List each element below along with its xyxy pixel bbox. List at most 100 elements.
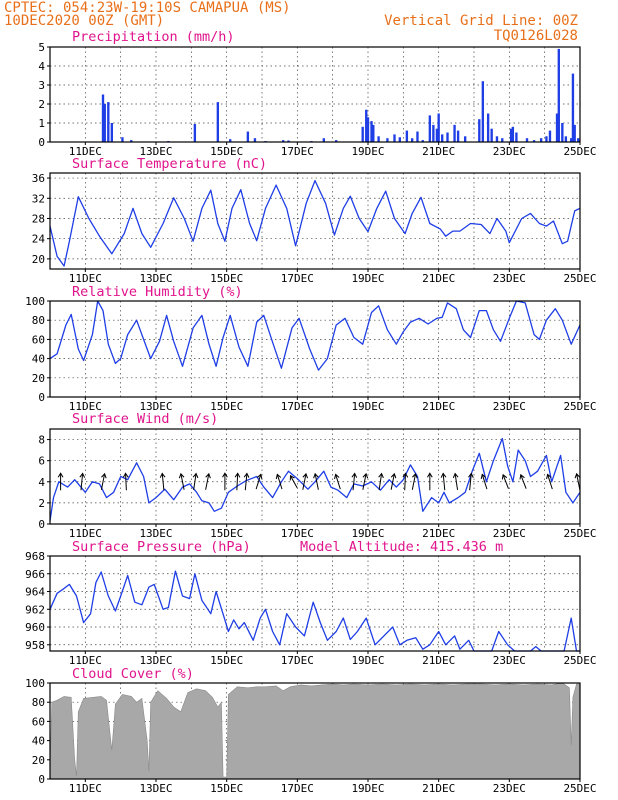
wind-arrow [313, 472, 319, 490]
pressure-xtick-label: 11DEC [69, 654, 102, 667]
pressure-frame [49, 555, 581, 652]
precip-bar [410, 138, 414, 142]
wind-arrow-shaft [290, 475, 298, 489]
wind-arrow [122, 472, 129, 491]
pressure-xtick-label: 21DEC [422, 654, 455, 667]
precip-xtick-label: 25DEC [563, 145, 596, 158]
precip-xtick-label: 13DEC [139, 145, 172, 158]
humidity-xtick-label: 25DEC [563, 400, 596, 413]
precip-bar [370, 121, 373, 142]
temperature-xtick-label: 21DEC [422, 272, 455, 285]
cloud-ytick-label: 20 [32, 754, 45, 767]
wind-arrow-head [302, 472, 309, 479]
wind-ytick-label: 4 [38, 476, 45, 489]
pressure-xtick-label: 19DEC [351, 654, 384, 667]
cloud-ytick-label: 80 [32, 696, 45, 709]
wind-arrow-head [546, 473, 552, 480]
temperature-ytick-label: 32 [32, 192, 45, 205]
pressure-xtick-label: 13DEC [139, 654, 172, 667]
humidity-line [49, 300, 581, 371]
humidity-ytick-label: 0 [38, 391, 45, 404]
cloud-xtick-label: 15DEC [210, 782, 243, 795]
wind-frame [49, 428, 581, 525]
precip-frame [49, 46, 581, 143]
precip-bar [481, 81, 485, 142]
wind-xtick-label: 23DEC [493, 527, 526, 540]
precip-bar [393, 134, 396, 142]
wind-arrow [519, 473, 527, 489]
precip-bar [121, 137, 124, 142]
humidity-ytick-label: 40 [32, 353, 45, 366]
precip-bar [515, 132, 518, 142]
precip-bar [564, 136, 568, 142]
precip-ytick-label: 3 [38, 79, 45, 92]
wind-arrow-shaft [352, 473, 356, 491]
precip-bar [322, 138, 326, 142]
wind-arrow [378, 472, 384, 491]
wind-arrow [334, 473, 341, 490]
humidity-frame [49, 300, 581, 398]
wind-arrow-shaft [481, 474, 488, 490]
pressure-ytick-label: 966 [25, 568, 45, 581]
humidity-ytick-label: 100 [25, 295, 45, 308]
precip-bar [282, 140, 285, 142]
humidity-ytick-label: 80 [32, 314, 45, 327]
wind-arrow [57, 472, 64, 491]
wind-arrow-head [205, 472, 211, 479]
precip-bar [495, 136, 499, 142]
precip-bar [110, 123, 114, 142]
precip-bar [287, 140, 290, 142]
humidity-xtick-label: 13DEC [139, 400, 172, 413]
wind-arrow-head [519, 473, 525, 480]
wind-arrow-head [275, 473, 282, 480]
wind-arrow-head [222, 472, 228, 478]
wind-arrow-shaft [411, 473, 417, 490]
wind-arrow-shaft [276, 474, 283, 490]
wind-arrow-shaft [205, 473, 210, 490]
humidity-xtick-label: 15DEC [210, 400, 243, 413]
wind-arrow-shaft [161, 473, 165, 491]
wind-arrow [302, 472, 309, 490]
humidity-ytick-label: 20 [32, 372, 45, 385]
precip-bar [509, 128, 513, 142]
pressure-line [49, 570, 580, 652]
wind-xtick-label: 21DEC [422, 527, 455, 540]
precip-bar [545, 136, 548, 142]
wind-arrow [351, 472, 358, 491]
wind-arrow-shaft [404, 473, 407, 491]
wind-arrow-shaft [576, 473, 581, 490]
wind-arrow-shaft [520, 474, 527, 489]
precip-bar [569, 138, 573, 142]
precip-bar [525, 138, 529, 142]
precip-bar [361, 126, 364, 142]
temperature-ytick-label: 28 [32, 212, 45, 225]
wind-arrow-shaft [255, 474, 262, 490]
wind-xtick-label: 19DEC [351, 527, 384, 540]
wind-arrow-head [452, 472, 459, 479]
precip-bar [229, 139, 232, 142]
cloud-xtick-label: 17DEC [281, 782, 314, 795]
precip-bar [557, 48, 560, 142]
wind-xtick-label: 11DEC [69, 527, 102, 540]
pressure-xtick-label: 17DEC [281, 654, 314, 667]
wind-arrow [546, 473, 553, 490]
precip-bar [103, 104, 106, 142]
wind-xtick-label: 15DEC [210, 527, 243, 540]
wind-arrow [362, 472, 369, 490]
precip-bar [101, 94, 105, 142]
wind-arrow-shaft [442, 473, 446, 491]
wind-arrow [480, 473, 488, 490]
precip-bar [561, 123, 564, 142]
wind-arrow-shaft [547, 474, 553, 490]
wind-arrow-head [101, 472, 107, 479]
pressure-xtick-label: 15DEC [210, 654, 243, 667]
wind-arrow [255, 473, 263, 490]
precip-bar [490, 128, 493, 142]
cloud-ytick-label: 60 [32, 715, 45, 728]
wind-arrow [402, 472, 409, 491]
wind-arrow-head [234, 472, 241, 478]
wind-arrow-shaft [302, 473, 307, 490]
precip-bar [539, 138, 543, 142]
precip-bar [428, 115, 432, 142]
